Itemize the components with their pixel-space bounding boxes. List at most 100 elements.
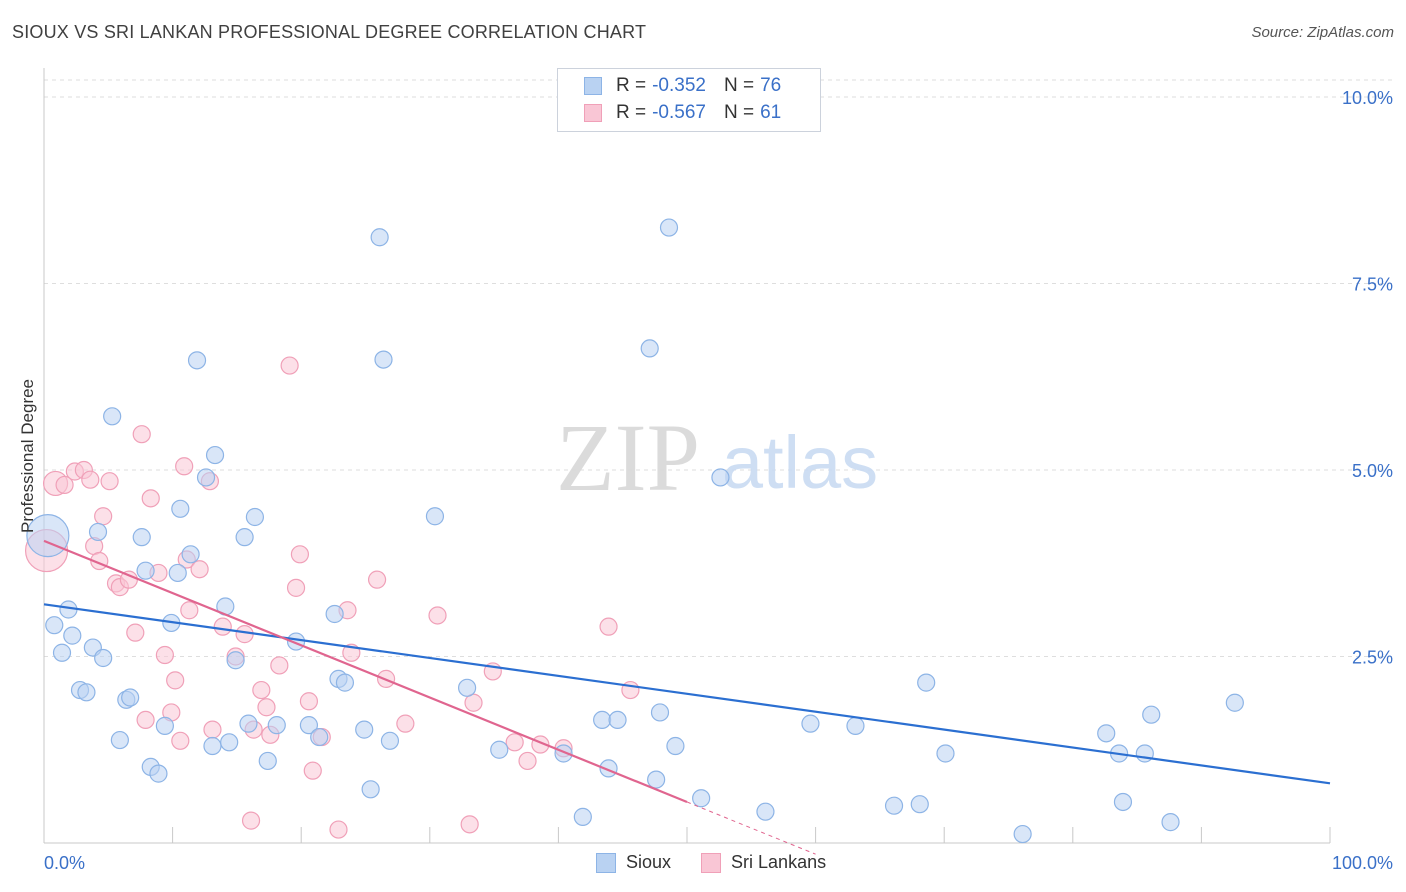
sioux-point (425, 507, 445, 526)
sioux-point (110, 730, 129, 750)
sri-lankans-point (505, 733, 524, 752)
legend-r-value: -0.352 (652, 75, 706, 96)
sioux-trend-line (43, 603, 1331, 785)
sioux-point (136, 561, 155, 580)
sioux-point (94, 648, 113, 668)
sri-lankans-point (270, 656, 289, 675)
sri-lankans-point (257, 698, 276, 717)
sri-lankans-point (175, 457, 194, 476)
sioux-point (299, 716, 319, 735)
sioux-points (26, 218, 1244, 844)
x-tick-label: 0.0% (44, 853, 85, 873)
sioux-point (380, 731, 400, 750)
sioux-point (1142, 705, 1161, 724)
sioux-point (171, 499, 190, 518)
sioux-point (573, 807, 592, 826)
sioux-point (910, 795, 929, 814)
sioux-point (1097, 724, 1116, 743)
sioux-point (220, 733, 239, 752)
sioux-point (155, 716, 174, 735)
legend-row-sioux: R = -0.352 N = 76 (584, 74, 781, 98)
sri-lankans-point (303, 761, 322, 780)
sri-lankans-point (599, 617, 618, 636)
sioux-point (205, 445, 225, 465)
y-tick-label: 10.0% (1342, 88, 1393, 108)
legend-n-value: 76 (760, 75, 782, 96)
sri-lankans-point (126, 623, 145, 642)
sri-lankans-point (213, 617, 232, 636)
sri-lankans-point (367, 570, 387, 589)
sioux-point (335, 673, 355, 692)
sioux-point (103, 407, 122, 426)
sri-lankans-point (141, 489, 160, 508)
sioux-point (45, 616, 64, 635)
sri-lankans-point (428, 606, 447, 625)
x-tick-label: 100.0% (1332, 853, 1393, 873)
sri-lankans-point (396, 714, 415, 733)
legend-n-label: N = (723, 75, 755, 96)
grid-lines (44, 79, 1392, 657)
sri-lankans-point (171, 731, 190, 750)
series-legend: Sioux Sri Lankans (596, 852, 856, 873)
sioux-point (640, 339, 659, 358)
legend-row-sri-lankans: R = -0.567 N = 61 (584, 101, 781, 125)
sioux-point (490, 740, 509, 759)
sri-lankans-swatch (701, 852, 722, 873)
sri-lankans-trend-line (43, 539, 688, 803)
sioux-point (608, 710, 627, 730)
sioux-point (692, 789, 711, 808)
sri-lankans-point (190, 560, 209, 579)
correlation-legend: R = -0.352 N = 76 R = -0.567 N = 61 (557, 68, 821, 132)
legend-item-sioux[interactable]: Sioux (596, 852, 671, 873)
sri-lankans-point (166, 671, 185, 690)
chart-title: SIOUX VS SRI LANKAN PROFESSIONAL DEGREE … (12, 22, 647, 42)
watermark-zip: ZIP (556, 404, 700, 511)
sioux-point (1013, 824, 1032, 844)
sioux-point (132, 528, 151, 547)
sioux-point (88, 522, 108, 542)
sioux-point (121, 688, 140, 707)
sioux-point (374, 350, 393, 369)
sioux-point (181, 545, 200, 564)
legend-r-label: R = (616, 102, 647, 123)
sri-lankans-point (329, 820, 348, 839)
sioux-point (168, 563, 187, 583)
sioux-point (650, 703, 670, 722)
sioux-point (267, 716, 286, 735)
sioux-point (1161, 813, 1180, 832)
trend-lines (43, 539, 1331, 855)
sri-lankans-point (94, 507, 113, 526)
sri-lankans-point (241, 811, 261, 830)
sri-lankans-point (203, 720, 222, 739)
legend-n-label: N = (723, 102, 755, 123)
y-tick-label: 5.0% (1352, 461, 1393, 481)
sioux-point (801, 714, 820, 733)
sri-lankans-swatch (584, 104, 602, 122)
sri-lankans-point (290, 545, 310, 564)
sioux-point (711, 468, 730, 487)
y-axis-title: Professional Degree (18, 379, 37, 533)
sri-lankans-point (155, 645, 174, 665)
sioux-point (325, 604, 344, 624)
sioux-swatch (584, 77, 602, 95)
sri-lankans-point (132, 425, 151, 444)
sri-lankans-point (280, 356, 299, 375)
sioux-point (149, 764, 168, 783)
sioux-point (1113, 792, 1133, 812)
sioux-point (917, 673, 936, 692)
source-credit: Source: ZipAtlas.com (1251, 24, 1394, 41)
y-tick-label: 7.5% (1352, 275, 1393, 295)
sioux-point (457, 678, 477, 697)
y-tick-label: 2.5% (1352, 648, 1393, 668)
axis-labels: 2.5% 5.0% 7.5% 10.0% 0.0% 100.0% Professional … (18, 88, 1393, 873)
legend-r-label: R = (616, 75, 647, 96)
sioux-point (258, 751, 277, 771)
legend-item-sri-lankans[interactable]: Sri Lankans (701, 852, 826, 873)
sri-lankans-point (180, 601, 199, 620)
sri-lankans-point (55, 475, 74, 495)
legend-label-sri-lankans: Sri Lankans (731, 852, 827, 872)
sioux-point (226, 651, 245, 670)
watermark: ZIP atlas (556, 404, 878, 511)
sioux-point (846, 716, 865, 735)
